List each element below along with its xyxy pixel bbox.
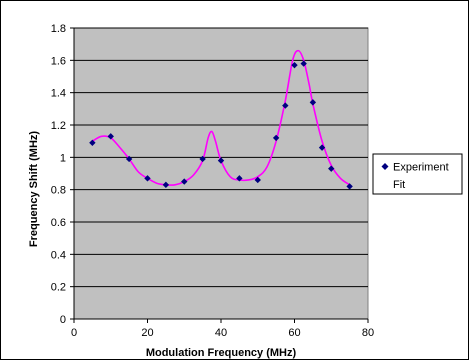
x-tick-label: 80 <box>362 327 374 339</box>
experiment-point <box>181 178 188 185</box>
legend-label-experiment: Experiment <box>393 162 449 174</box>
y-tick-label: 1.8 <box>51 23 66 35</box>
experiment-point <box>328 165 335 172</box>
experiment-point <box>89 139 96 146</box>
experiment-point <box>125 155 133 163</box>
experiment-point <box>144 175 151 182</box>
x-axis-title: Modulation Frequency (MHz) <box>146 347 297 359</box>
y-tick-label: 0.8 <box>51 185 66 197</box>
experiment-point <box>309 99 317 106</box>
experiment-point <box>291 61 298 69</box>
y-tick-label: 1.6 <box>51 55 66 67</box>
legend-marker-experiment-icon <box>381 163 389 170</box>
y-tick-label: 0.4 <box>51 249 66 261</box>
legend-label-fit: Fit <box>393 179 405 191</box>
x-tick-label: 0 <box>71 327 77 339</box>
experiment-point <box>199 155 206 163</box>
experiment-point <box>272 134 280 142</box>
x-tick-label: 20 <box>141 327 153 339</box>
experiment-point <box>217 157 225 164</box>
experiment-point <box>282 102 289 109</box>
y-axis-title: Frequency Shift (MHz) <box>28 131 40 247</box>
y-tick-label: 1 <box>60 152 66 164</box>
y-tick-label: 0.6 <box>51 217 66 229</box>
x-tick-label: 60 <box>288 327 300 339</box>
experiment-point <box>346 183 353 190</box>
x-tick-label: 40 <box>215 327 227 339</box>
experiment-point <box>107 133 114 140</box>
experiment-point <box>236 175 243 182</box>
experiment-point <box>300 60 307 67</box>
y-tick-label: 1.4 <box>51 88 66 100</box>
experiment-point <box>318 144 326 151</box>
plot-area <box>73 27 369 320</box>
y-tick-label: 0 <box>60 314 66 326</box>
y-tick-label: 1.2 <box>51 120 66 132</box>
legend-box <box>372 153 463 195</box>
experiment-point <box>162 181 170 189</box>
legend: Experiment Fit <box>372 153 463 195</box>
y-tick-label: 0.2 <box>51 282 66 294</box>
